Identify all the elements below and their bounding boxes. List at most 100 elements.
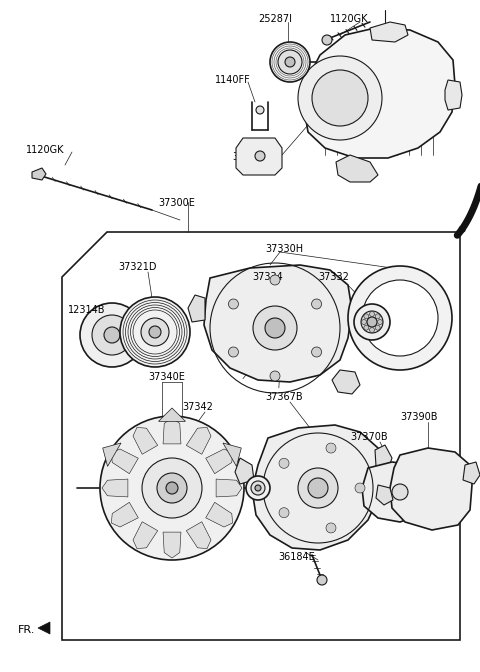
Circle shape (361, 311, 383, 333)
Polygon shape (376, 485, 393, 505)
Polygon shape (236, 138, 282, 175)
Text: 37321D: 37321D (118, 262, 156, 272)
Text: 1120GK: 1120GK (330, 14, 369, 24)
Circle shape (265, 318, 285, 338)
Polygon shape (133, 427, 158, 454)
Text: 37342: 37342 (182, 402, 213, 412)
Circle shape (228, 299, 239, 309)
Circle shape (392, 484, 408, 500)
Polygon shape (252, 425, 382, 550)
Text: 37340E: 37340E (148, 372, 185, 382)
Circle shape (92, 315, 132, 355)
Polygon shape (204, 265, 352, 382)
Circle shape (142, 458, 202, 518)
Circle shape (255, 485, 261, 491)
Circle shape (354, 304, 390, 340)
Circle shape (279, 458, 289, 468)
Circle shape (256, 106, 264, 114)
Polygon shape (223, 443, 241, 466)
Circle shape (377, 319, 383, 325)
Circle shape (270, 42, 310, 82)
Polygon shape (390, 448, 472, 530)
Text: 1140FF: 1140FF (215, 75, 251, 85)
Circle shape (298, 56, 382, 140)
Polygon shape (370, 22, 408, 42)
Polygon shape (206, 449, 233, 474)
Text: 36184E: 36184E (278, 552, 315, 562)
Text: 37367B: 37367B (265, 392, 302, 402)
Circle shape (251, 481, 265, 495)
Polygon shape (445, 80, 462, 110)
Circle shape (348, 266, 452, 370)
Polygon shape (332, 370, 360, 394)
Circle shape (141, 318, 169, 346)
Polygon shape (38, 622, 50, 634)
Text: 12314B: 12314B (68, 305, 106, 315)
Circle shape (375, 325, 380, 330)
Circle shape (308, 478, 328, 498)
Circle shape (364, 314, 369, 319)
Polygon shape (463, 462, 480, 484)
Circle shape (298, 468, 338, 508)
Text: 25287I: 25287I (258, 14, 292, 24)
Circle shape (279, 507, 289, 517)
Circle shape (326, 443, 336, 453)
Polygon shape (111, 502, 138, 527)
Circle shape (270, 275, 280, 285)
Polygon shape (32, 168, 46, 180)
Circle shape (312, 299, 322, 309)
Circle shape (246, 476, 270, 500)
Polygon shape (186, 521, 211, 548)
Circle shape (361, 319, 367, 325)
Text: 37334: 37334 (252, 272, 283, 282)
Polygon shape (102, 479, 128, 497)
Polygon shape (188, 295, 205, 322)
Circle shape (228, 347, 239, 357)
Polygon shape (133, 521, 158, 548)
Text: 1120GK: 1120GK (26, 145, 64, 155)
Polygon shape (163, 532, 181, 558)
Polygon shape (362, 462, 428, 522)
Circle shape (367, 317, 377, 327)
Text: 37460: 37460 (232, 152, 263, 162)
Circle shape (312, 347, 322, 357)
Polygon shape (111, 449, 138, 474)
Text: 37370B: 37370B (350, 432, 388, 442)
Circle shape (364, 325, 369, 330)
Circle shape (120, 297, 190, 367)
Circle shape (104, 327, 120, 343)
Text: 37332: 37332 (318, 272, 349, 282)
Polygon shape (235, 458, 254, 484)
Circle shape (100, 416, 244, 560)
Circle shape (253, 306, 297, 350)
Circle shape (322, 35, 332, 45)
Circle shape (149, 326, 161, 338)
Text: 37330H: 37330H (265, 244, 303, 254)
Polygon shape (375, 445, 392, 470)
Polygon shape (336, 155, 378, 182)
Polygon shape (216, 479, 242, 497)
Polygon shape (186, 427, 211, 454)
Circle shape (285, 57, 295, 67)
Circle shape (362, 280, 438, 356)
Circle shape (255, 151, 265, 161)
Circle shape (80, 303, 144, 367)
Circle shape (270, 371, 280, 381)
Polygon shape (304, 28, 455, 158)
Circle shape (375, 314, 380, 319)
Text: FR.: FR. (18, 625, 36, 635)
Circle shape (370, 312, 374, 317)
Circle shape (355, 483, 365, 493)
Circle shape (166, 482, 178, 494)
Polygon shape (206, 502, 233, 527)
Circle shape (278, 50, 302, 74)
Text: 37390B: 37390B (400, 412, 437, 422)
Text: 37300E: 37300E (158, 198, 195, 208)
Circle shape (326, 523, 336, 533)
Circle shape (312, 70, 368, 126)
Circle shape (157, 473, 187, 503)
Circle shape (370, 327, 374, 333)
Polygon shape (158, 408, 185, 421)
Circle shape (317, 575, 327, 585)
Polygon shape (103, 443, 121, 466)
